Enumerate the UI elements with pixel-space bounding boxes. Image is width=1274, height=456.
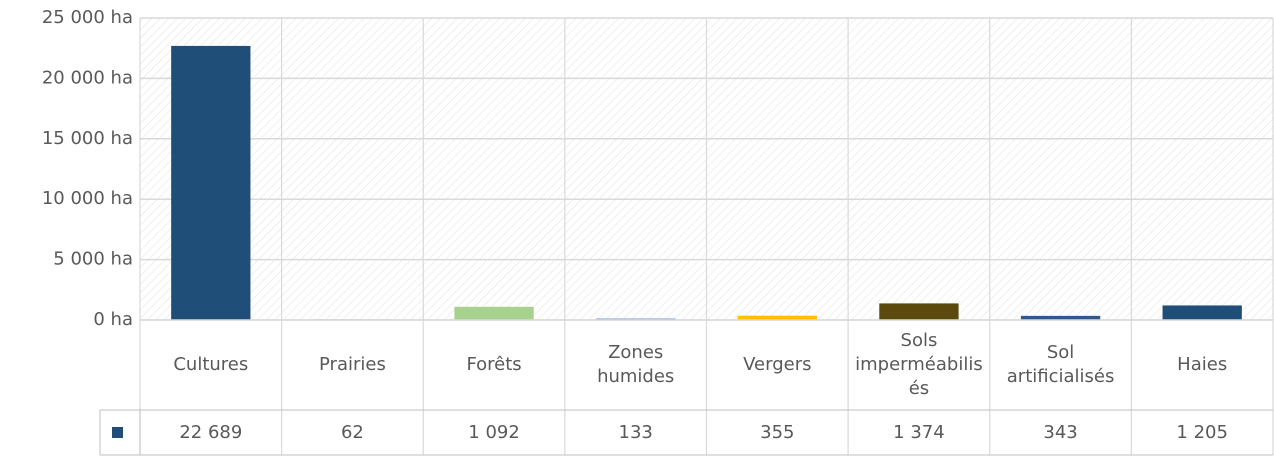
data-label: 1 374 bbox=[893, 421, 945, 443]
bar bbox=[879, 303, 959, 320]
category-label: Sol artificialisés bbox=[1006, 342, 1115, 387]
y-tick-label: 0 ha bbox=[93, 309, 133, 330]
bar bbox=[737, 315, 817, 320]
category-label: Sols imperméabilisés bbox=[855, 330, 983, 399]
category-label: Haies bbox=[1177, 354, 1228, 375]
y-tick-label: 5 000 ha bbox=[53, 249, 133, 270]
data-label: 133 bbox=[618, 421, 653, 443]
category-label: Zones humides bbox=[597, 342, 675, 387]
data-label: 62 bbox=[340, 421, 364, 443]
y-tick-label: 10 000 ha bbox=[42, 188, 133, 209]
legend-key bbox=[112, 427, 123, 438]
data-label: 1 205 bbox=[1176, 421, 1228, 443]
bar bbox=[1020, 315, 1101, 320]
bar bbox=[1162, 305, 1242, 320]
y-tick-label: 15 000 ha bbox=[42, 128, 133, 149]
category-label: Forêts bbox=[466, 354, 522, 375]
y-tick-label: 20 000 ha bbox=[42, 67, 133, 88]
data-label: 22 689 bbox=[179, 421, 243, 443]
category-label: Cultures bbox=[173, 354, 249, 375]
category-label: Prairies bbox=[319, 354, 386, 375]
bar bbox=[454, 306, 534, 320]
y-tick-label: 25 000 ha bbox=[42, 7, 133, 28]
data-label: 343 bbox=[1043, 421, 1078, 443]
data-label: 1 092 bbox=[468, 421, 520, 443]
data-label: 355 bbox=[760, 421, 795, 443]
category-label: Vergers bbox=[743, 354, 812, 375]
bar bbox=[596, 318, 676, 320]
bar bbox=[171, 45, 251, 321]
